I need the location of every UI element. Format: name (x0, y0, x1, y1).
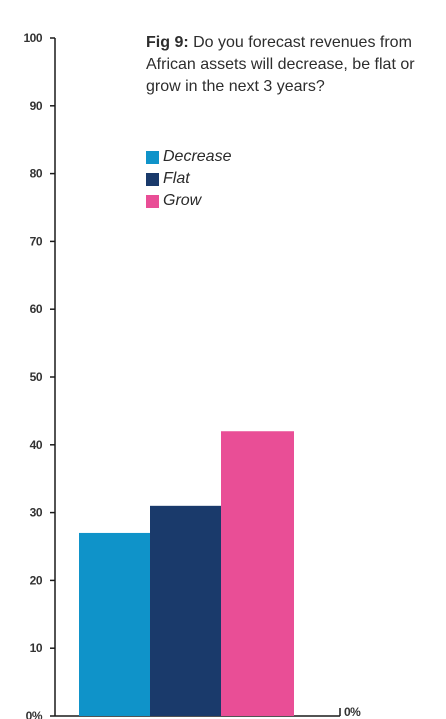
legend-item-grow: Grow (146, 190, 231, 212)
figure-caption: Fig 9: Do you forecast revenues from Afr… (146, 32, 441, 98)
y-tick-label: 10 (30, 641, 43, 655)
y-tick-label: 0% (26, 709, 43, 719)
y-tick-label: 70 (30, 234, 43, 248)
legend-label-decrease: Decrease (163, 148, 232, 165)
bar-series (79, 431, 294, 716)
legend-swatch-flat (146, 172, 159, 186)
legend-label-grow: Grow (163, 192, 202, 209)
y-axis-ticks: 0% 10 20 30 40 50 60 70 80 90 100 (23, 31, 55, 719)
y-tick-label: 90 (30, 99, 43, 113)
legend-swatch-decrease (146, 150, 159, 164)
y-tick-label: 20 (30, 573, 43, 587)
y-tick-label: 40 (30, 438, 43, 452)
legend-item-flat: Flat (146, 168, 231, 190)
y-tick-label: 100 (23, 31, 42, 45)
legend-label-flat: Flat (163, 170, 190, 187)
figure-question: Do you forecast revenues from African as… (146, 34, 415, 95)
y-tick-label: 80 (30, 167, 43, 181)
y-tick-label: 50 (30, 370, 43, 384)
bar-flat (150, 505, 223, 716)
y-tick-label: 30 (30, 506, 43, 520)
figure-label: Fig 9: (146, 34, 189, 51)
chart-legend: Decrease Flat Grow (146, 146, 231, 212)
legend-item-decrease: Decrease (146, 146, 231, 168)
right-axis-label: 0% (344, 705, 361, 719)
bar-decrease (79, 532, 152, 716)
legend-swatch-grow (146, 194, 159, 208)
y-tick-label: 60 (30, 302, 43, 316)
bar-grow (221, 431, 294, 716)
